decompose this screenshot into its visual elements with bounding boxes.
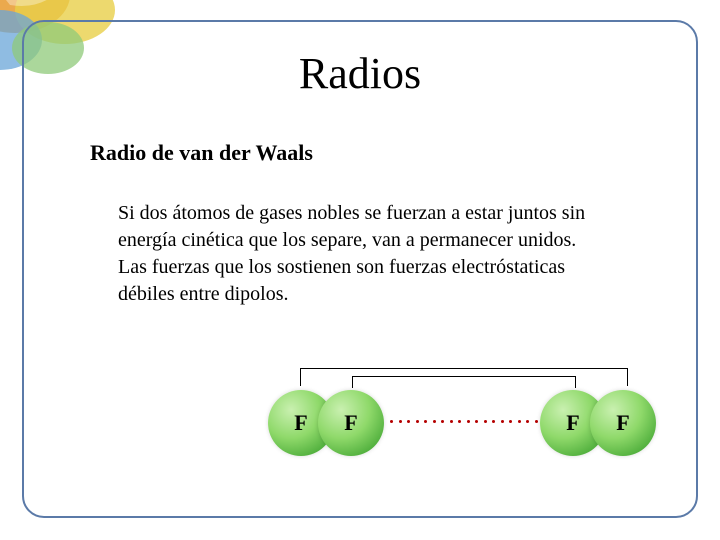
- subtitle: Radio de van der Waals: [90, 140, 313, 166]
- interaction-dot: [458, 420, 461, 423]
- interaction-dot: [501, 420, 504, 423]
- interaction-dot: [484, 420, 487, 423]
- molecule-left: F F: [268, 390, 388, 458]
- interaction-dot: [407, 420, 410, 423]
- interaction-dot: [416, 420, 419, 423]
- atom: F: [318, 390, 384, 456]
- interaction-dot: [492, 420, 495, 423]
- slide-title: Radios: [0, 48, 720, 99]
- interaction-dot: [450, 420, 453, 423]
- molecule-diagram: F F F F: [260, 370, 680, 490]
- interaction-dot: [467, 420, 470, 423]
- interaction-dot: [535, 420, 538, 423]
- bracket-inner: [352, 376, 576, 388]
- interaction-dot: [433, 420, 436, 423]
- interaction-dots: [390, 420, 538, 424]
- interaction-dot: [509, 420, 512, 423]
- atom: F: [590, 390, 656, 456]
- interaction-dot: [441, 420, 444, 423]
- interaction-dot: [475, 420, 478, 423]
- interaction-dot: [526, 420, 529, 423]
- molecule-right: F F: [540, 390, 660, 458]
- interaction-dot: [424, 420, 427, 423]
- body-text: Si dos átomos de gases nobles se fuerzan…: [118, 200, 608, 308]
- interaction-dot: [399, 420, 402, 423]
- interaction-dot: [518, 420, 521, 423]
- interaction-dot: [390, 420, 393, 423]
